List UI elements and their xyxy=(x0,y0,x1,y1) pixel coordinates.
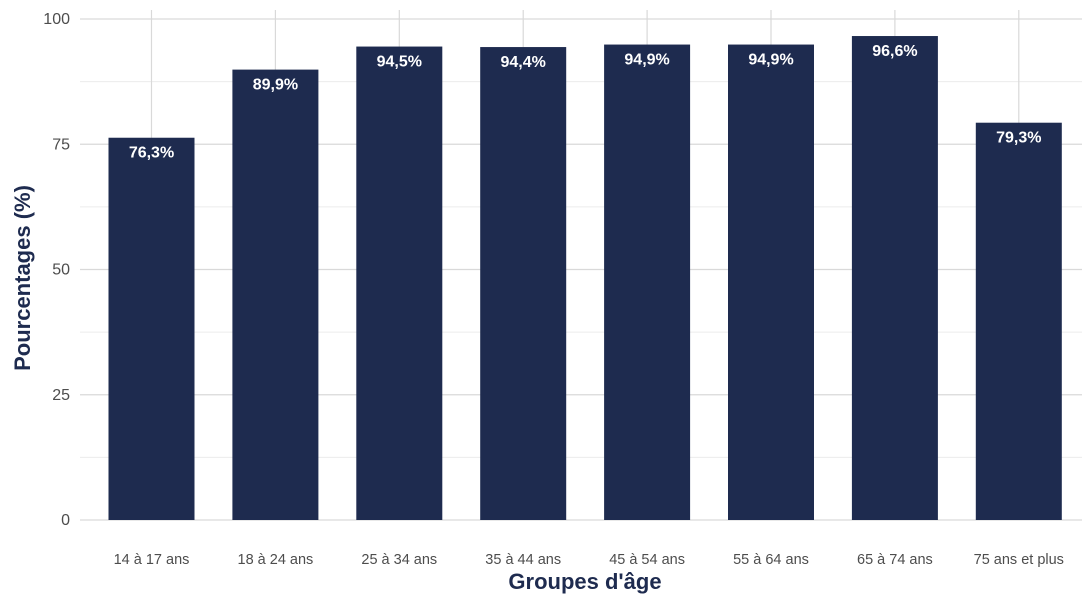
bar xyxy=(728,44,814,521)
bar-value-label: 94,9% xyxy=(624,52,669,69)
y-tick-label: 50 xyxy=(52,262,70,279)
bar xyxy=(356,46,443,521)
x-tick-label: 14 à 17 ans xyxy=(114,552,190,568)
bar xyxy=(108,137,195,520)
y-axis-ticks: 0 25 50 75 100 xyxy=(43,11,70,529)
y-axis-title: Pourcentages (%) xyxy=(10,185,35,371)
bar-value-label: 89,9% xyxy=(253,77,298,94)
bar-value-label: 96,6% xyxy=(872,43,917,60)
bar xyxy=(604,44,691,521)
x-tick-label: 75 ans et plus xyxy=(974,552,1064,568)
x-tick-label: 25 à 34 ans xyxy=(361,552,437,568)
bar xyxy=(851,36,938,521)
bar-value-label: 79,3% xyxy=(996,130,1041,147)
y-tick-label: 0 xyxy=(61,512,70,529)
bar-value-label: 94,9% xyxy=(748,52,793,69)
x-axis-ticks: 14 à 17 ans 18 à 24 ans 25 à 34 ans 35 à 44… xyxy=(114,552,1064,568)
bars xyxy=(108,36,1062,521)
x-axis-title: Groupes d'âge xyxy=(508,569,661,594)
bar-value-label: 94,5% xyxy=(377,54,422,71)
bar xyxy=(232,69,319,520)
bar xyxy=(975,122,1062,520)
x-tick-label: 55 à 64 ans xyxy=(733,552,809,568)
y-tick-label: 25 xyxy=(52,387,70,404)
bar xyxy=(480,47,567,520)
data-labels: 76,3% 89,9% 94,5% 94,4% 94,9% 94,9% 96,6% 79,3% xyxy=(129,43,1042,162)
bar-value-label: 94,4% xyxy=(501,54,546,71)
y-tick-label: 75 xyxy=(52,136,70,153)
x-tick-label: 65 à 74 ans xyxy=(857,552,933,568)
bar-value-label: 76,3% xyxy=(129,145,174,162)
x-tick-label: 18 à 24 ans xyxy=(238,552,314,568)
y-tick-label: 100 xyxy=(43,11,70,28)
x-tick-label: 35 à 44 ans xyxy=(485,552,561,568)
x-tick-label: 45 à 54 ans xyxy=(609,552,685,568)
